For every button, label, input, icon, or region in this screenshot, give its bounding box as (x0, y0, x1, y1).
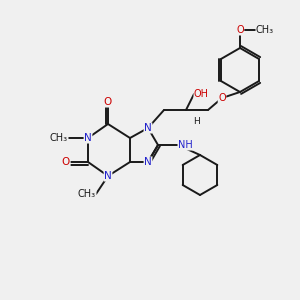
Text: CH₃: CH₃ (50, 133, 68, 143)
Text: N: N (84, 133, 92, 143)
Text: N: N (104, 171, 112, 181)
Text: OH: OH (194, 89, 209, 99)
Text: CH₃: CH₃ (78, 189, 96, 199)
Text: N: N (144, 157, 152, 167)
Text: N: N (144, 123, 152, 133)
Text: CH₃: CH₃ (256, 25, 274, 35)
Text: O: O (104, 97, 112, 107)
Text: O: O (236, 25, 244, 35)
Text: H: H (193, 118, 200, 127)
Text: O: O (218, 93, 226, 103)
Text: O: O (62, 157, 70, 167)
Text: NH: NH (178, 140, 193, 150)
